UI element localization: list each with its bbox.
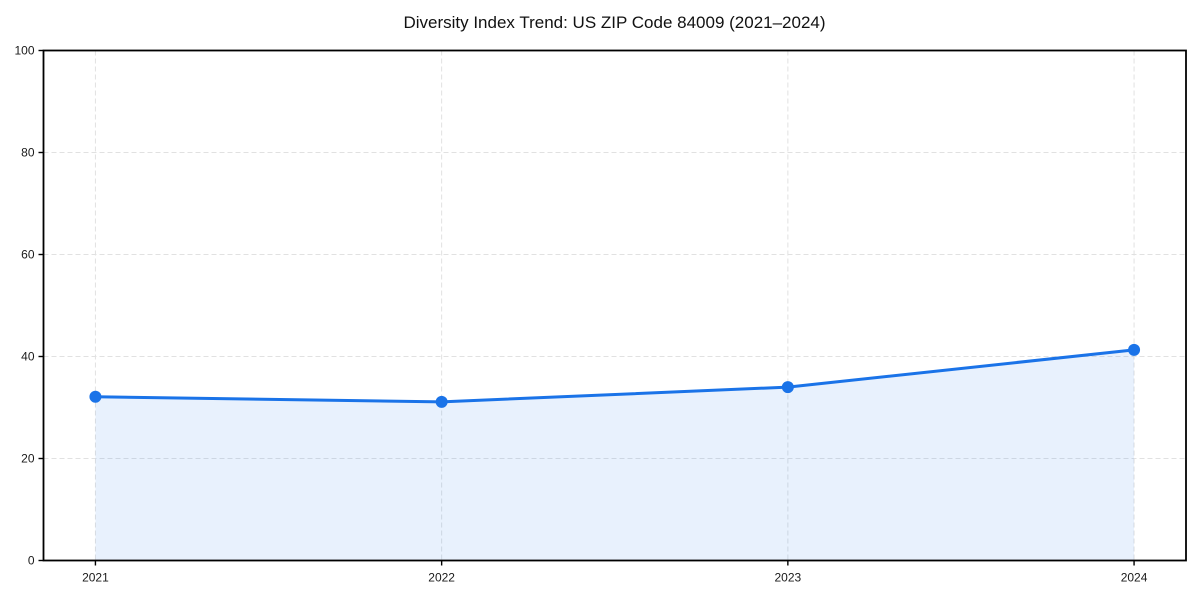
y-tick-label: 0 [28,554,35,568]
x-tick-label: 2022 [428,571,455,585]
data-point [1128,343,1141,356]
y-tick-label: 60 [21,248,35,262]
plot-border [42,49,1187,562]
data-point [781,381,794,394]
x-tick-label: 2023 [775,571,802,585]
data-point [89,390,102,403]
y-tick-label: 20 [21,452,35,466]
y-tick-label: 40 [21,350,35,364]
data-point [435,395,448,408]
x-tick-label: 2021 [82,571,109,585]
y-tick-label: 80 [21,146,35,160]
x-tick-label: 2024 [1121,571,1148,585]
y-tick-label: 100 [14,44,34,58]
axis-ticks: 0 20 40 60 80 100 2021 2022 2023 2024 [14,44,1147,585]
chart-title: Diversity Index Trend: US ZIP Code 84009… [403,13,826,32]
data-points [89,343,1141,408]
area-fill [95,349,1135,561]
trend-line [93,348,1136,404]
